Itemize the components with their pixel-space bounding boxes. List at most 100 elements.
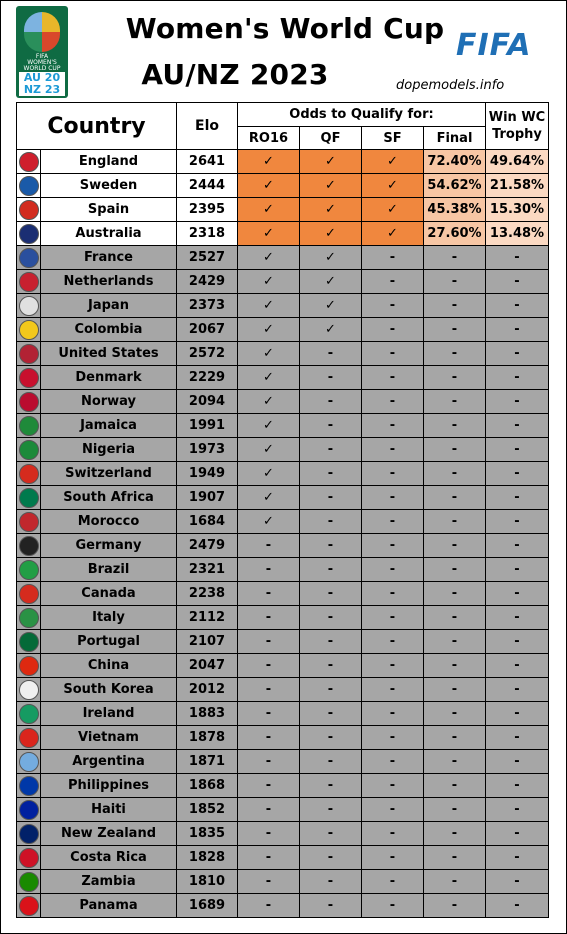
country-cell: Costa Rica bbox=[40, 845, 177, 870]
final-cell: - bbox=[423, 317, 486, 342]
sf-cell: - bbox=[361, 797, 424, 822]
ro16-cell: ✓ bbox=[237, 365, 300, 390]
flag-icon bbox=[16, 437, 41, 462]
final-cell: - bbox=[423, 437, 486, 462]
sf-cell: - bbox=[361, 437, 424, 462]
table-row: Brazil 2321- - - - - bbox=[16, 557, 549, 582]
country-cell: South Africa bbox=[40, 485, 177, 510]
win-cell: - bbox=[485, 293, 549, 318]
win-cell: - bbox=[485, 437, 549, 462]
win-cell: 21.58% bbox=[485, 173, 549, 198]
sf-cell: - bbox=[361, 725, 424, 750]
flag-icon bbox=[18, 751, 39, 772]
country-cell: Philippines bbox=[40, 773, 177, 798]
flag-icon bbox=[18, 871, 39, 892]
table-row: China 2047- - - - - bbox=[16, 653, 549, 678]
flag-icon bbox=[16, 653, 41, 678]
country-cell: Haiti bbox=[40, 797, 177, 822]
win-cell: - bbox=[485, 845, 549, 870]
header-elo: Elo bbox=[176, 102, 238, 150]
sf-cell: - bbox=[361, 893, 424, 918]
country-cell: Canada bbox=[40, 581, 177, 606]
sf-cell: - bbox=[361, 533, 424, 558]
sf-cell: ✓ bbox=[361, 173, 424, 198]
ro16-cell: ✓ bbox=[237, 197, 300, 222]
elo-cell: 2572 bbox=[176, 341, 238, 366]
header-country: Country bbox=[16, 102, 177, 150]
win-cell: - bbox=[485, 533, 549, 558]
flag-icon bbox=[16, 461, 41, 486]
table-row: Switzerland 1949 ✓ - - - - bbox=[16, 461, 549, 486]
final-cell: - bbox=[423, 749, 486, 774]
win-cell: 15.30% bbox=[485, 197, 549, 222]
elo-cell: 2395 bbox=[176, 197, 238, 222]
elo-cell: 2112 bbox=[176, 605, 238, 630]
win-cell: - bbox=[485, 557, 549, 582]
flag-icon bbox=[16, 365, 41, 390]
header-ro16: RO16 bbox=[237, 126, 300, 150]
win-cell: - bbox=[485, 653, 549, 678]
ro16-cell: - bbox=[237, 797, 300, 822]
ro16-cell: - bbox=[237, 821, 300, 846]
qf-cell: - bbox=[299, 533, 362, 558]
sf-cell: - bbox=[361, 389, 424, 414]
sf-cell: - bbox=[361, 749, 424, 774]
qf-cell: - bbox=[299, 485, 362, 510]
sf-cell: - bbox=[361, 605, 424, 630]
flag-icon bbox=[18, 655, 39, 676]
ro16-cell: ✓ bbox=[237, 461, 300, 486]
elo-cell: 1828 bbox=[176, 845, 238, 870]
table-row: Italy 2112- - - - - bbox=[16, 605, 549, 630]
ro16-cell: ✓ bbox=[237, 149, 300, 174]
elo-cell: 1883 bbox=[176, 701, 238, 726]
ro16-cell: - bbox=[237, 557, 300, 582]
flag-icon bbox=[16, 869, 41, 894]
country-cell: Spain bbox=[40, 197, 177, 222]
flag-icon bbox=[16, 293, 41, 318]
qf-cell: - bbox=[299, 461, 362, 486]
wwc-logo: FIFA WOMEN'S WORLD CUP AU 20 NZ 23 bbox=[16, 6, 68, 98]
final-cell: - bbox=[423, 893, 486, 918]
table-row: Haiti 1852- - - - - bbox=[16, 797, 549, 822]
elo-cell: 1973 bbox=[176, 437, 238, 462]
country-cell: Switzerland bbox=[40, 461, 177, 486]
final-cell: - bbox=[423, 413, 486, 438]
win-cell: - bbox=[485, 317, 549, 342]
elo-cell: 2094 bbox=[176, 389, 238, 414]
flag-icon bbox=[16, 605, 41, 630]
qf-cell: - bbox=[299, 869, 362, 894]
qf-cell: - bbox=[299, 653, 362, 678]
final-cell: - bbox=[423, 533, 486, 558]
ro16-cell: - bbox=[237, 869, 300, 894]
final-cell: - bbox=[423, 389, 486, 414]
ro16-cell: ✓ bbox=[237, 173, 300, 198]
win-cell: - bbox=[485, 245, 549, 270]
final-cell: - bbox=[423, 557, 486, 582]
country-cell: Brazil bbox=[40, 557, 177, 582]
elo-cell: 2047 bbox=[176, 653, 238, 678]
country-cell: Netherlands bbox=[40, 269, 177, 294]
ro16-cell: - bbox=[237, 701, 300, 726]
country-cell: New Zealand bbox=[40, 821, 177, 846]
flag-icon bbox=[16, 509, 41, 534]
win-cell: - bbox=[485, 773, 549, 798]
sf-cell: - bbox=[361, 293, 424, 318]
final-cell: - bbox=[423, 845, 486, 870]
sf-cell: - bbox=[361, 653, 424, 678]
ro16-cell: - bbox=[237, 533, 300, 558]
sf-cell: ✓ bbox=[361, 221, 424, 246]
win-cell: - bbox=[485, 629, 549, 654]
sf-cell: - bbox=[361, 845, 424, 870]
win-cell: - bbox=[485, 581, 549, 606]
final-cell: 54.62% bbox=[423, 173, 486, 198]
win-cell: 49.64% bbox=[485, 149, 549, 174]
win-cell: - bbox=[485, 677, 549, 702]
flag-icon bbox=[18, 703, 39, 724]
final-cell: - bbox=[423, 677, 486, 702]
ro16-cell: ✓ bbox=[237, 413, 300, 438]
flag-icon bbox=[16, 533, 41, 558]
ro16-cell: ✓ bbox=[237, 509, 300, 534]
final-cell: - bbox=[423, 869, 486, 894]
header-win-line2: Trophy bbox=[492, 127, 542, 142]
final-cell: - bbox=[423, 509, 486, 534]
